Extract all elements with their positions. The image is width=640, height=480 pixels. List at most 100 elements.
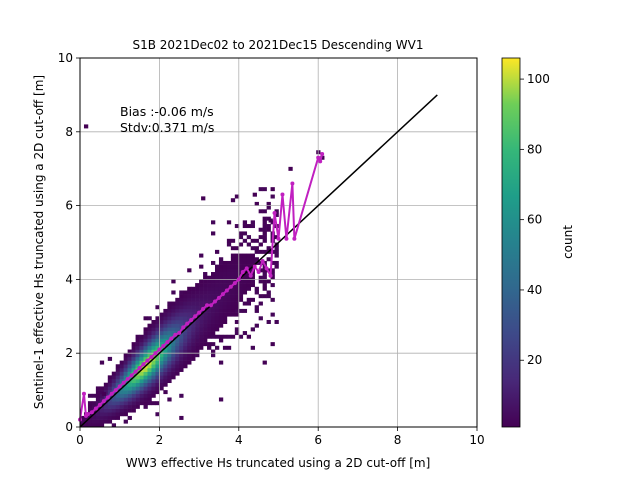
heatmap-cell xyxy=(123,401,128,406)
heatmap-cell xyxy=(107,404,113,409)
heatmap-cell xyxy=(254,286,259,291)
heatmap-cell xyxy=(211,308,216,313)
heatmap-cell xyxy=(99,419,105,424)
heatmap-cell xyxy=(147,375,152,380)
heatmap-cell xyxy=(127,360,132,365)
heatmap-cell xyxy=(99,397,105,402)
heatmap-cell xyxy=(131,353,136,358)
heatmap-cell xyxy=(203,272,208,277)
heatmap-cell xyxy=(163,382,168,387)
heatmap-cell xyxy=(175,345,180,350)
heatmap-cell xyxy=(107,408,113,413)
heatmap-cell xyxy=(163,323,168,328)
heatmap-cell xyxy=(135,356,140,361)
heatmap-cell xyxy=(179,367,184,372)
heatmap-cell xyxy=(207,275,212,280)
heatmap-cell xyxy=(218,338,224,343)
heatmap-cell xyxy=(214,308,220,313)
heatmap-cell xyxy=(171,316,176,321)
heatmap-cell xyxy=(274,212,279,217)
heatmap-cell xyxy=(131,349,136,354)
heatmap-cell xyxy=(211,290,216,295)
heatmap-cell xyxy=(115,367,120,372)
heatmap-cell xyxy=(226,272,232,277)
heatmap-cell xyxy=(155,319,160,324)
heatmap-cell xyxy=(111,379,117,384)
heatmap-cell xyxy=(242,290,248,295)
heatmap-cell xyxy=(234,268,240,273)
heatmap-cell xyxy=(123,408,128,413)
heatmap-cell xyxy=(159,319,164,324)
heatmap-cell xyxy=(115,382,120,387)
one-to-one-line xyxy=(79,94,438,428)
heatmap-cell xyxy=(147,397,152,402)
heatmap-cell xyxy=(222,334,228,339)
heatmap-cell xyxy=(135,338,140,343)
heatmap-cell xyxy=(230,260,236,265)
heatmap-cell xyxy=(230,268,236,273)
heatmap-cell xyxy=(115,415,120,420)
chart-overlays xyxy=(78,94,438,428)
heatmap-cell xyxy=(238,268,244,273)
heatmap-cell xyxy=(191,353,196,358)
heatmap-cell xyxy=(119,390,124,395)
heatmap-cell xyxy=(171,360,176,365)
heatmap-cell xyxy=(167,316,172,321)
heatmap-cell xyxy=(242,220,248,225)
heatmap-cell xyxy=(179,319,184,324)
heatmap-cell xyxy=(159,382,164,387)
colorbar-tick-label: 20 xyxy=(527,353,542,367)
heatmap-cell xyxy=(262,227,267,232)
heatmap-cell xyxy=(230,297,236,302)
mean-curve-point xyxy=(109,391,114,396)
heatmap-cell xyxy=(246,253,252,258)
heatmap-cell xyxy=(242,301,248,306)
heatmap-cell xyxy=(183,305,188,310)
heatmap-cell xyxy=(222,275,228,280)
heatmap-cell xyxy=(238,294,244,299)
heatmap-cell xyxy=(246,301,252,306)
heatmap-cell xyxy=(139,353,144,358)
heatmap-cell xyxy=(214,290,220,295)
heatmap-cell xyxy=(211,283,216,288)
grid-lines xyxy=(80,58,477,427)
heatmap-cell xyxy=(80,415,85,420)
heatmap-cell xyxy=(135,345,140,350)
heatmap-cell xyxy=(226,305,232,310)
heatmap-cell xyxy=(207,312,212,317)
heatmap-cell xyxy=(199,305,204,310)
heatmap-cell xyxy=(103,415,109,420)
heatmap-cell xyxy=(211,334,216,339)
heatmap-cell xyxy=(95,386,101,391)
heatmap-cell xyxy=(103,412,109,417)
heatmap-cell xyxy=(163,316,168,321)
heatmap-cell xyxy=(191,297,196,302)
heatmap-cell xyxy=(167,349,172,354)
heatmap-cell xyxy=(159,342,164,347)
heatmap-cell xyxy=(230,198,236,203)
heatmap-cell xyxy=(167,323,172,328)
heatmap-cell xyxy=(163,338,168,343)
heatmap-cell xyxy=(230,246,236,251)
mean-curve-point xyxy=(137,365,142,370)
heatmap-cell xyxy=(183,294,188,299)
heatmap-cell xyxy=(147,379,152,384)
heatmap-cell xyxy=(214,275,220,280)
heatmap-cell xyxy=(207,294,212,299)
heatmap-cell xyxy=(191,327,196,332)
heatmap-cell xyxy=(262,231,267,236)
heatmap-cell xyxy=(115,375,120,380)
heatmap-cell xyxy=(171,312,176,317)
heatmap-cell xyxy=(218,290,224,295)
heatmap-cell xyxy=(91,404,97,409)
heatmap-cell xyxy=(115,404,120,409)
mean-curve-point xyxy=(157,347,162,352)
heatmap-cell xyxy=(214,272,220,277)
heatmap-cell xyxy=(127,397,132,402)
y-tick-label: 2 xyxy=(65,346,73,360)
plot-frame xyxy=(79,57,478,428)
heatmap-cell xyxy=(211,342,216,347)
heatmap-cell xyxy=(234,294,240,299)
heatmap-cell xyxy=(107,412,113,417)
bias-annotation: Bias :-0.06 m/s xyxy=(120,104,214,119)
